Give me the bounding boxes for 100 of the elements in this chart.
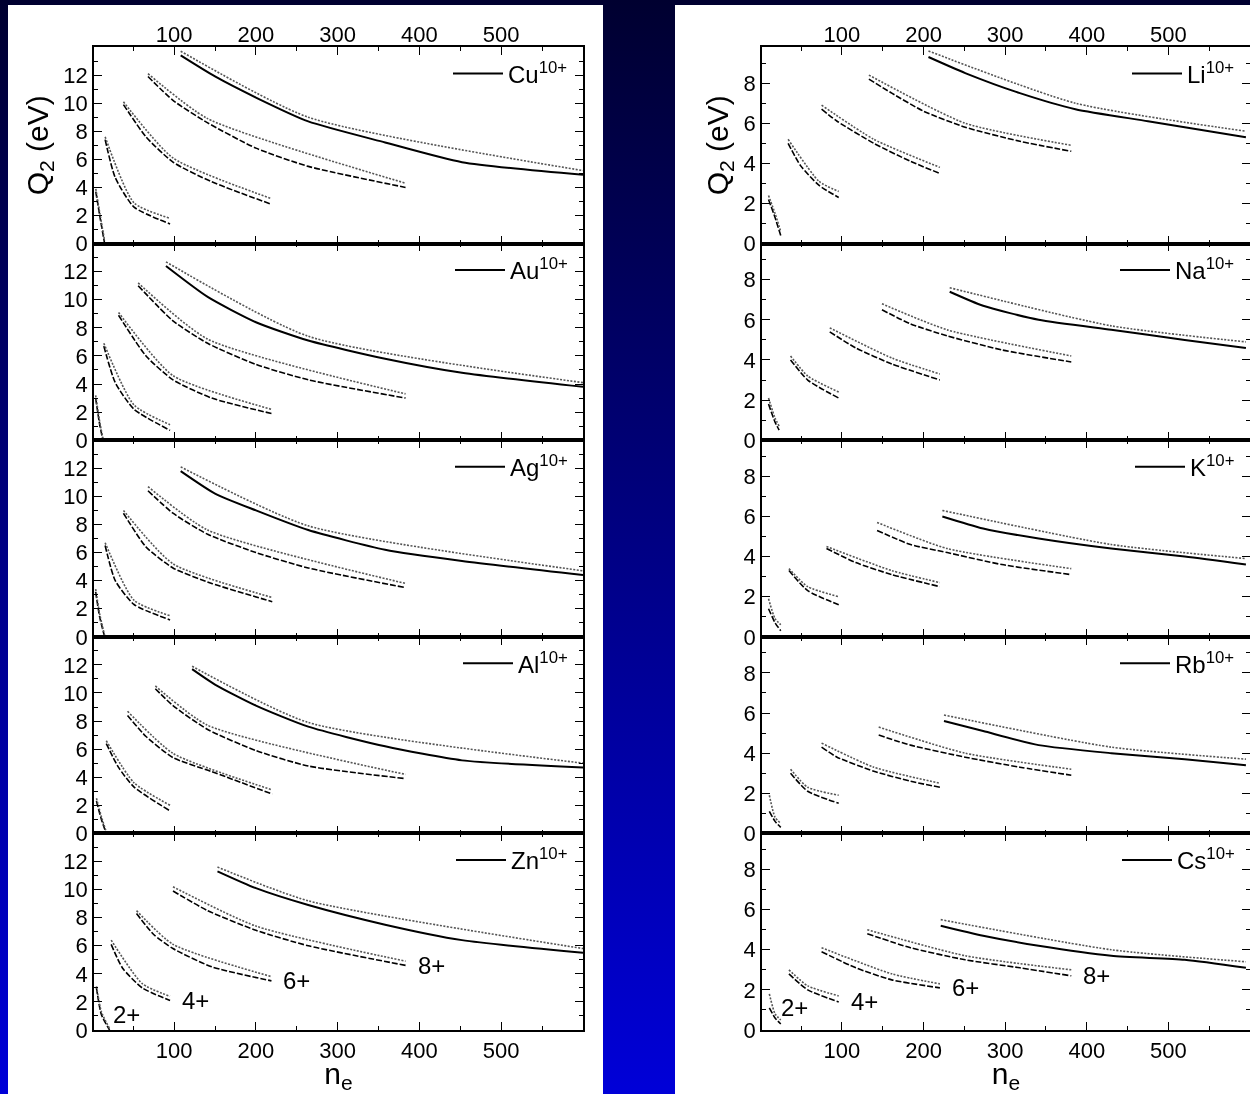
y-tick-label: 10 (63, 877, 88, 903)
y-tick-label: 0 (743, 624, 756, 650)
legend-label: Zn$^{10+}$ (511, 844, 568, 875)
annotation: 6+ (952, 974, 980, 1001)
y-tick-label: 10 (63, 484, 88, 510)
y-tick-label: 8 (75, 315, 88, 341)
line-series (941, 515, 1247, 566)
y-tick-label: 4 (743, 151, 756, 177)
x-tick-label: 100 (155, 1038, 193, 1064)
y-tick-label: 8 (743, 660, 756, 686)
y-tick-label: 12 (63, 259, 88, 285)
annotation: 6+ (283, 967, 311, 994)
y-tick-label: 2 (743, 584, 756, 610)
annotation: 4+ (851, 988, 879, 1015)
y-tick-label: 4 (743, 347, 756, 373)
x-tick-label: 400 (1068, 1038, 1106, 1064)
y-tick-label: 8 (75, 118, 88, 144)
x-tick-label: 300 (319, 1038, 357, 1064)
y-tick-label: 0 (75, 624, 88, 650)
legend-label: Cu$^{10+}$ (508, 57, 568, 88)
annotation: 8+ (1083, 962, 1111, 989)
y-tick-label: 6 (75, 343, 88, 369)
y-tick-label: 12 (63, 849, 88, 875)
y-tick-label: 4 (75, 175, 88, 201)
y-tick-label: 6 (75, 736, 88, 762)
legend-label: Li$^{10+}$ (1187, 57, 1235, 88)
y-tick-label: 2 (743, 977, 756, 1003)
x-tick-label: 500 (482, 1038, 520, 1064)
legend-label: Ag$^{10+}$ (510, 450, 568, 482)
y-tick-label: 2 (743, 387, 756, 413)
y-tick-label: 6 (743, 307, 756, 333)
legend-label: Na$^{10+}$ (1175, 254, 1235, 285)
y-tick-label: 0 (75, 427, 88, 453)
y-tick-label: 8 (743, 267, 756, 293)
y-tick-label: 8 (75, 512, 88, 538)
y-tick-label: 2 (743, 780, 756, 806)
x2-tick-label: 300 (986, 21, 1024, 47)
y-tick-label: 0 (75, 1017, 88, 1043)
y-tick-label: 2 (743, 191, 756, 217)
x-tick-label: 200 (237, 1038, 275, 1064)
x-tick-label: 300 (986, 1038, 1024, 1064)
y-tick-label: 2 (75, 399, 88, 425)
y-tick-label: 6 (743, 897, 756, 923)
x2-tick-label: 300 (319, 21, 357, 47)
x-tick-label: 500 (1150, 1038, 1187, 1064)
y-tick-label: 2 (75, 793, 88, 819)
y-tick-label: 8 (743, 70, 756, 96)
legend-label: Al$^{10+}$ (518, 647, 568, 678)
y-tick-label: 12 (63, 62, 88, 88)
y-tick-label: 6 (75, 540, 88, 566)
x2-tick-label: 500 (1150, 21, 1187, 47)
legend-label: Rb$^{10+}$ (1175, 647, 1235, 678)
y-tick-label: 4 (75, 961, 88, 987)
y-tick-label: 6 (743, 110, 756, 136)
y-tick-label: 10 (63, 287, 88, 313)
legend-label: Cs$^{10+}$ (1177, 844, 1235, 875)
y-tick-label: 8 (75, 708, 88, 734)
x2-tick-label: 400 (1068, 21, 1106, 47)
x-tick-label: 200 (905, 1038, 942, 1064)
x2-tick-label: 200 (905, 21, 942, 47)
x2-tick-label: 500 (482, 21, 520, 47)
y-tick-label: 4 (75, 371, 88, 397)
y-tick-label: 4 (75, 568, 88, 594)
legend-label: Au$^{10+}$ (510, 254, 568, 285)
line-series (877, 734, 1073, 777)
y-tick-label: 6 (75, 933, 88, 959)
annotation: 2+ (781, 994, 809, 1021)
y-tick-label: 8 (75, 905, 88, 931)
x2-tick-label: 100 (823, 21, 861, 47)
y-tick-label: 0 (75, 231, 88, 257)
y-tick-label: 12 (63, 455, 88, 481)
x-tick-label: 100 (823, 1038, 861, 1064)
line-series (866, 932, 1073, 977)
y-tick-label: 6 (75, 147, 88, 173)
y-tick-label: 0 (743, 427, 756, 453)
y-tick-label: 0 (743, 1017, 756, 1043)
y-tick-label: 10 (63, 680, 88, 706)
line-series (942, 720, 1247, 767)
y-tick-label: 8 (743, 464, 756, 490)
x-tick-label: 400 (401, 1038, 438, 1064)
x2-tick-label: 100 (155, 21, 193, 47)
annotation: 2+ (113, 1001, 141, 1028)
y-tick-label: 4 (743, 937, 756, 963)
y-tick-label: 0 (75, 821, 88, 847)
y-tick-label: 10 (63, 90, 88, 116)
legend-label: K$^{10+}$ (1190, 450, 1235, 482)
y-tick-label: 2 (75, 203, 88, 229)
y-tick-label: 2 (75, 989, 88, 1015)
y-tick-label: 2 (75, 596, 88, 622)
annotation: 8+ (418, 952, 446, 979)
y-tick-label: 0 (743, 821, 756, 847)
y-tick-label: 12 (63, 652, 88, 678)
y-tick-label: 4 (743, 740, 756, 766)
y-tick-label: 0 (743, 231, 756, 257)
x2-tick-label: 200 (237, 21, 275, 47)
line-series (787, 142, 840, 199)
y-tick-label: 4 (75, 764, 88, 790)
x2-tick-label: 400 (401, 21, 438, 47)
line-series (881, 309, 1073, 363)
line-series (948, 290, 1247, 349)
